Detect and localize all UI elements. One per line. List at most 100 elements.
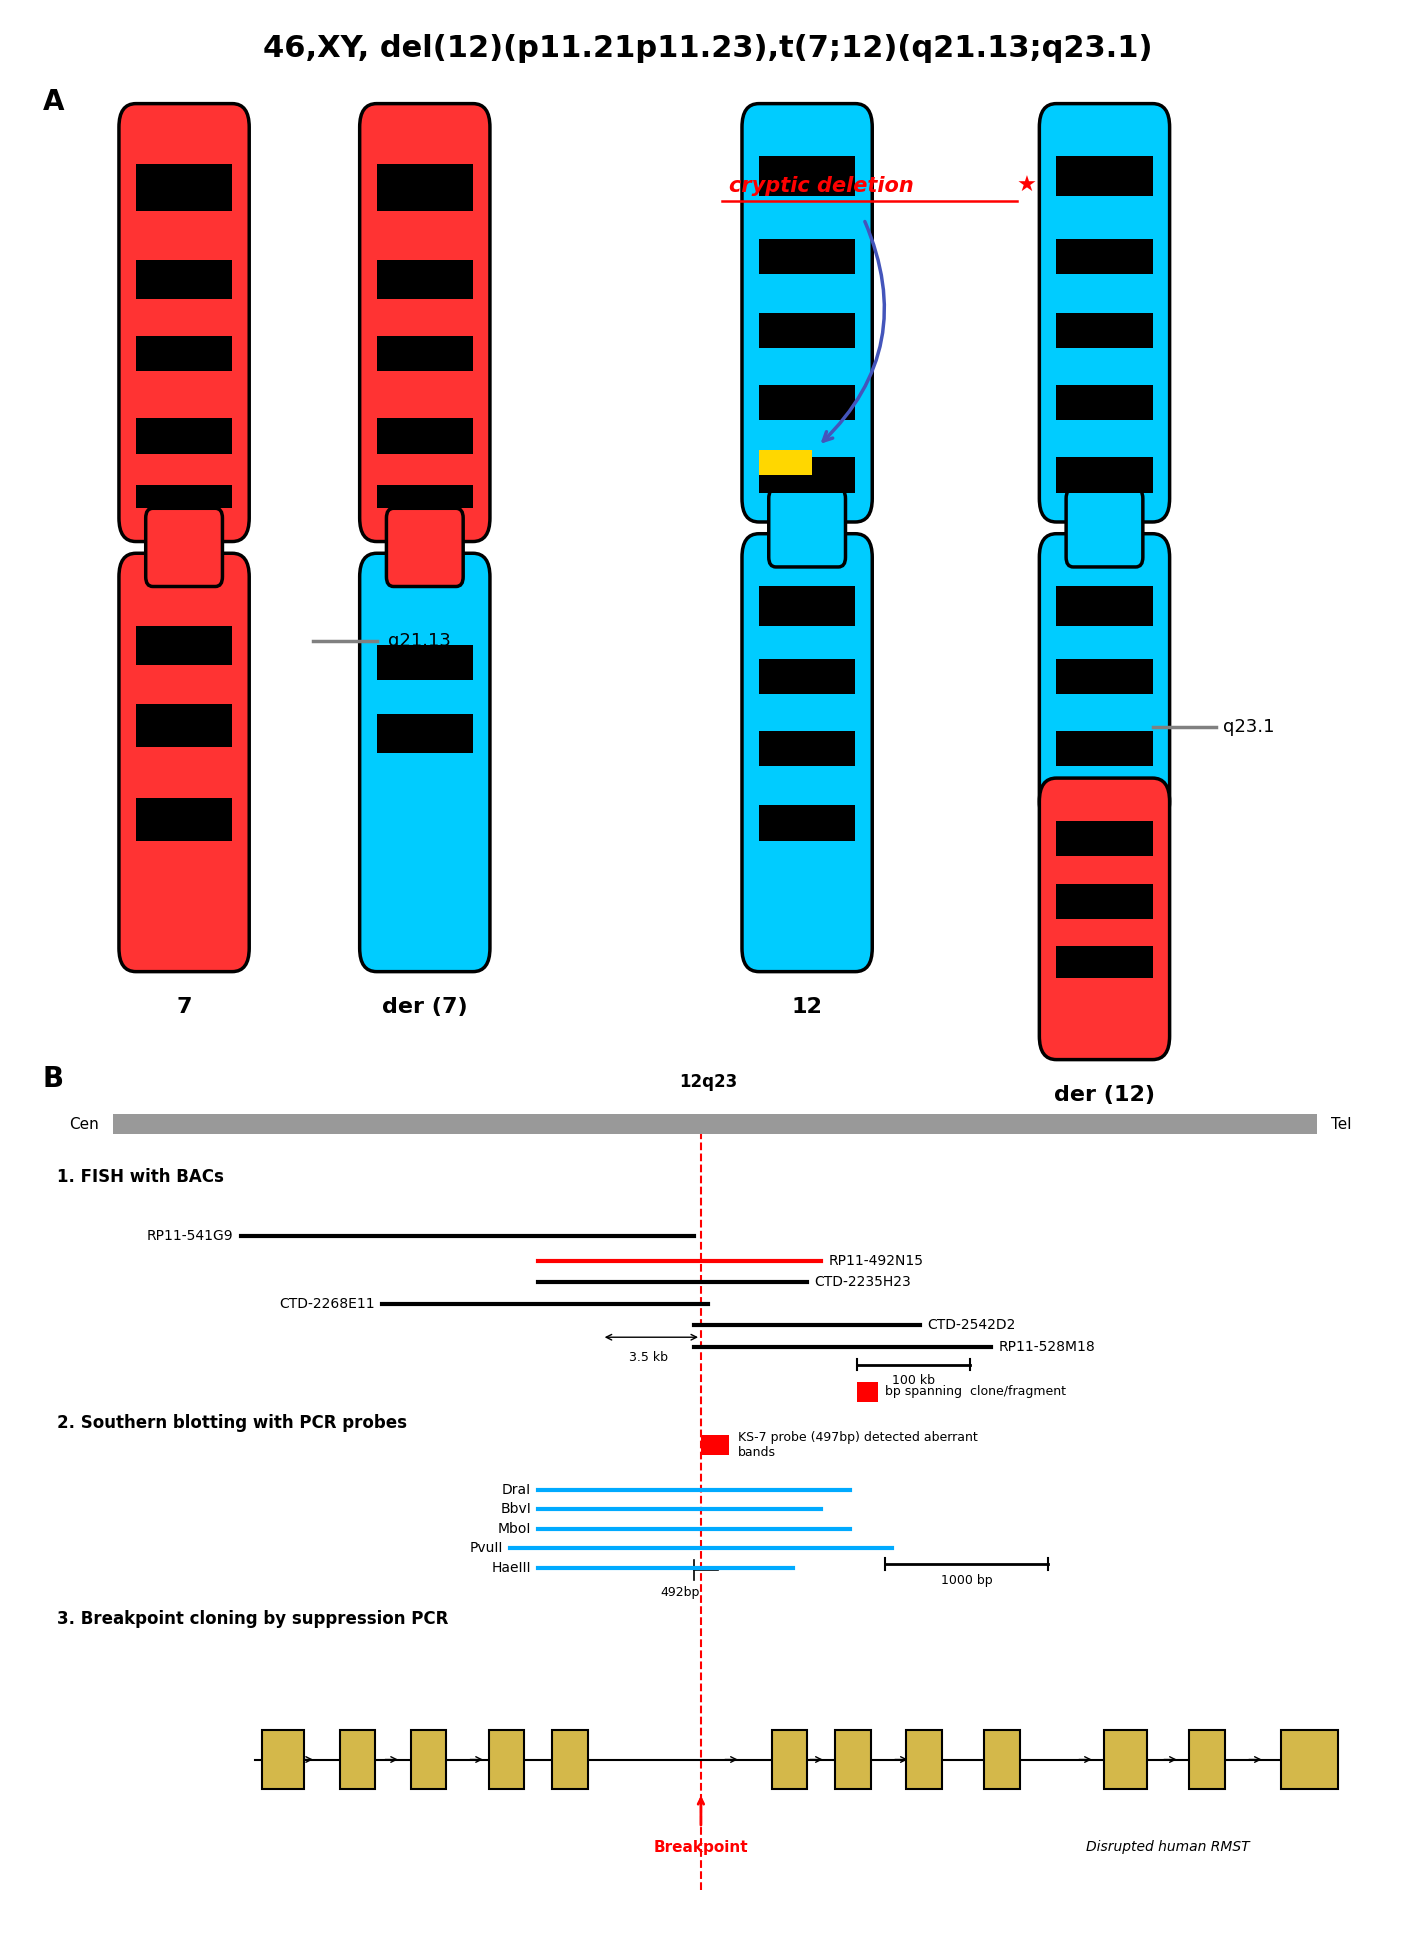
Bar [1104, 1730, 1147, 1789]
Bar [489, 1730, 524, 1789]
Text: bp spanning  clone/fragment: bp spanning clone/fragment [885, 1386, 1066, 1398]
Bar [1056, 457, 1153, 493]
Bar [136, 704, 232, 747]
Bar [113, 1114, 1317, 1134]
Bar [1056, 239, 1153, 274]
Bar [1281, 1730, 1338, 1789]
Bar [136, 798, 232, 841]
Bar [701, 1435, 729, 1455]
FancyBboxPatch shape [1039, 778, 1170, 1060]
Bar [759, 586, 855, 626]
Text: Tel: Tel [1331, 1116, 1351, 1132]
Bar [857, 1382, 878, 1402]
Bar [759, 450, 811, 475]
Text: CTD-2268E11: CTD-2268E11 [279, 1296, 375, 1312]
Bar [136, 336, 232, 371]
Text: MboI: MboI [497, 1521, 531, 1537]
Bar [136, 485, 232, 508]
Bar [1056, 731, 1153, 766]
Bar [1056, 313, 1153, 348]
Bar [1189, 1730, 1225, 1789]
Bar [835, 1730, 871, 1789]
Bar [377, 418, 473, 454]
Text: KS-7 probe (497bp) detected aberrant
bands: KS-7 probe (497bp) detected aberrant ban… [738, 1431, 977, 1458]
Text: 100 kb: 100 kb [892, 1374, 935, 1388]
Text: RP11-528M18: RP11-528M18 [998, 1339, 1095, 1355]
FancyBboxPatch shape [119, 553, 249, 972]
Text: CTD-2235H23: CTD-2235H23 [814, 1275, 910, 1290]
Bar [1056, 156, 1153, 196]
Text: A: A [42, 88, 64, 115]
Text: 492bp: 492bp [660, 1586, 700, 1599]
Bar [136, 164, 232, 211]
Bar [1056, 586, 1153, 626]
Bar [759, 805, 855, 841]
Text: RP11-541G9: RP11-541G9 [147, 1228, 234, 1243]
Text: 3.5 kb: 3.5 kb [629, 1351, 668, 1365]
Bar [377, 260, 473, 299]
FancyBboxPatch shape [146, 508, 222, 586]
Text: CTD-2542D2: CTD-2542D2 [927, 1318, 1015, 1333]
Bar [262, 1730, 304, 1789]
Bar [1056, 884, 1153, 919]
Text: ★: ★ [1017, 176, 1037, 196]
FancyBboxPatch shape [360, 104, 490, 542]
FancyArrowPatch shape [823, 221, 885, 442]
FancyBboxPatch shape [360, 553, 490, 972]
Text: q23.1: q23.1 [1223, 717, 1274, 737]
Bar [136, 418, 232, 454]
Bar [759, 239, 855, 274]
Bar [377, 485, 473, 508]
Bar [552, 1730, 588, 1789]
Text: 46,XY, del(12)(p11.21p11.23),t(7;12)(q21.13;q23.1): 46,XY, del(12)(p11.21p11.23),t(7;12)(q21… [263, 35, 1153, 63]
FancyBboxPatch shape [119, 104, 249, 542]
Bar [340, 1730, 375, 1789]
Bar [136, 626, 232, 665]
FancyBboxPatch shape [1039, 104, 1170, 522]
Bar [377, 164, 473, 211]
Text: PvuII: PvuII [469, 1541, 503, 1556]
Bar [772, 1730, 807, 1789]
FancyBboxPatch shape [387, 508, 463, 586]
Bar [377, 714, 473, 753]
Text: 12q23: 12q23 [678, 1073, 738, 1091]
Text: 2. Southern blotting with PCR probes: 2. Southern blotting with PCR probes [57, 1413, 406, 1433]
Bar [411, 1730, 446, 1789]
Text: DraI: DraI [501, 1482, 531, 1498]
FancyBboxPatch shape [1066, 489, 1143, 567]
Text: der (7): der (7) [382, 997, 467, 1017]
Text: 1000 bp: 1000 bp [940, 1574, 993, 1587]
Text: B: B [42, 1065, 64, 1093]
Text: Cen: Cen [69, 1116, 99, 1132]
Text: RP11-492N15: RP11-492N15 [828, 1253, 923, 1269]
Bar [759, 385, 855, 420]
Bar [377, 336, 473, 371]
Bar [1056, 659, 1153, 694]
Bar [1056, 821, 1153, 856]
Bar [1056, 385, 1153, 420]
Text: 7: 7 [177, 997, 191, 1017]
FancyBboxPatch shape [769, 489, 845, 567]
Bar [136, 260, 232, 299]
Bar [759, 731, 855, 766]
Text: cryptic deletion: cryptic deletion [729, 176, 913, 196]
Bar [759, 659, 855, 694]
FancyBboxPatch shape [742, 104, 872, 522]
Text: 1. FISH with BACs: 1. FISH with BACs [57, 1167, 224, 1187]
Text: 3. Breakpoint cloning by suppression PCR: 3. Breakpoint cloning by suppression PCR [57, 1609, 447, 1629]
Bar [377, 645, 473, 680]
Bar [984, 1730, 1020, 1789]
Bar [1056, 946, 1153, 978]
Text: 12: 12 [792, 997, 823, 1017]
Text: BbvI: BbvI [500, 1501, 531, 1517]
Text: Disrupted human RMST: Disrupted human RMST [1086, 1840, 1250, 1853]
Bar [759, 313, 855, 348]
Bar [759, 156, 855, 196]
Bar [759, 457, 855, 493]
Bar [906, 1730, 942, 1789]
Text: HaeIII: HaeIII [491, 1560, 531, 1576]
FancyBboxPatch shape [742, 534, 872, 972]
Text: der (12): der (12) [1054, 1085, 1155, 1105]
Text: q21.13: q21.13 [388, 631, 450, 651]
FancyBboxPatch shape [1039, 534, 1170, 825]
